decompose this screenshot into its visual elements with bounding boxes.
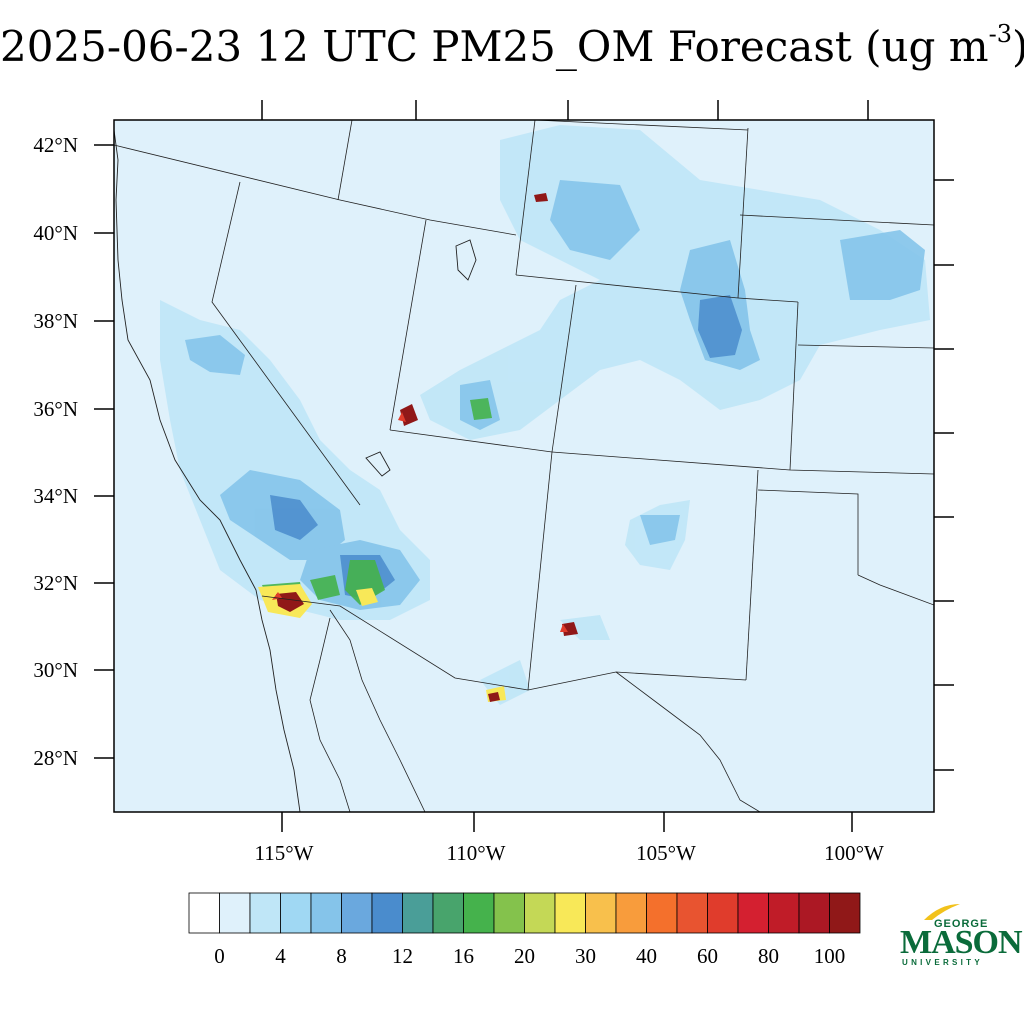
utah-south-border: [389, 429, 553, 453]
colorbar-box: [676, 892, 708, 934]
oregon-california-border: [114, 144, 517, 236]
colorbar-box: [310, 892, 342, 934]
wyoming-south-border: [515, 274, 739, 299]
hotspot-northeast-utah: [534, 193, 548, 202]
logo-george: GEORGE: [934, 918, 989, 930]
colorbar-label: 20: [514, 944, 535, 968]
colorbar-box: [463, 892, 495, 934]
colorbar-label: 100: [814, 944, 846, 968]
wyoming-east-border: [737, 127, 749, 299]
oklahoma-panhandle: [757, 489, 859, 575]
wyoming-west-border: [515, 120, 536, 276]
hotspot-southwest-nm-border: [488, 692, 500, 702]
colorbar-labels: 0 4 8 12 16 20 30 40 60 80 100: [214, 944, 845, 968]
colorbar-box: [585, 892, 617, 934]
lon-label: 105°W: [636, 841, 696, 865]
lake-mead: [365, 451, 391, 477]
colorbar-label: 0: [214, 944, 225, 968]
colorbar-box: [524, 892, 556, 934]
california-nevada-border: [211, 181, 361, 506]
logo-university: UNIVERSITY: [902, 958, 984, 967]
new-mexico-west-border: [527, 451, 553, 691]
map-frame: [113, 119, 935, 813]
lon-label: 110°W: [447, 841, 506, 865]
colorbar-box: [768, 892, 800, 934]
lat-label: 28°N: [33, 746, 78, 770]
frame-ticks: [94, 100, 954, 832]
colorbar-box: [249, 892, 281, 934]
montana-south-border: [534, 120, 749, 131]
colorbar-box: [219, 892, 251, 934]
title-close-paren: ): [1012, 22, 1024, 71]
colorbar-label: 12: [392, 944, 413, 968]
lat-label: 34°N: [33, 484, 78, 508]
gulf-of-california-east: [329, 609, 426, 812]
lat-label: 38°N: [33, 309, 78, 333]
hotspots: [276, 193, 578, 702]
colorbar-boxes: [188, 892, 861, 934]
idaho-wyoming-border: [337, 120, 353, 201]
hotspot-southern-new-mexico: [562, 622, 578, 636]
new-mexico-east-border: [745, 469, 759, 681]
colorbar-label: 80: [758, 944, 779, 968]
state-boundaries: [114, 120, 934, 812]
lat-label: 30°N: [33, 658, 78, 682]
lon-label: 100°W: [824, 841, 884, 865]
gulf-of-california-west: [309, 617, 351, 812]
colorbar-box: [188, 892, 220, 934]
longitude-labels: 115°W 110°W 105°W 100°W: [255, 841, 885, 865]
lat-label: 36°N: [33, 397, 78, 421]
lat-label: 32°N: [33, 571, 78, 595]
lat-label: 42°N: [33, 133, 78, 157]
colorbar-box: [646, 892, 678, 934]
colorbar-box: [737, 892, 769, 934]
colorado-east-border: [789, 301, 799, 471]
pacific-coastline: [114, 129, 301, 812]
colorbar-box: [341, 892, 373, 934]
map-title: 2025-06-23 12 UTC PM25_OM Forecast (ug m…: [0, 20, 1024, 71]
lat-label: 40°N: [33, 221, 78, 245]
logo-mason: MASON: [900, 924, 1023, 961]
colorbar-box: [402, 892, 434, 934]
colorbar-box: [371, 892, 403, 934]
colorbar-box: [707, 892, 739, 934]
colorbar-label: 16: [453, 944, 474, 968]
coastline: [114, 129, 477, 812]
concentration-field: [114, 120, 934, 812]
nevada-east-border: [389, 219, 427, 431]
colorbar-label: 40: [636, 944, 657, 968]
colorbar-box: [280, 892, 312, 934]
colorbar-label: 8: [336, 944, 347, 968]
great-salt-lake: [455, 239, 477, 281]
logo-swoosh-icon: [924, 904, 960, 920]
colorbar-box: [829, 892, 861, 934]
hotspot-baja-border: [276, 592, 304, 612]
colorbar-label: 60: [697, 944, 718, 968]
kansas-nebraska-border: [797, 344, 934, 349]
latitude-labels: 42°N 40°N 38°N 36°N 34°N 32°N 30°N 28°N: [33, 133, 78, 770]
lon-label: 115°W: [255, 841, 314, 865]
arizona-mexico-border: [261, 595, 529, 691]
colorbar-label: 30: [575, 944, 596, 968]
nebraska-north-border: [739, 214, 934, 226]
texas-mexico-border: [615, 671, 761, 812]
colorado-south-border: [551, 451, 934, 475]
colorado-north-border: [737, 297, 799, 303]
utah-east-border: [551, 284, 577, 453]
colorbar-box: [493, 892, 525, 934]
colorbar-box: [554, 892, 586, 934]
colorbar-box: [432, 892, 464, 934]
colorbar-box: [615, 892, 647, 934]
colorbar-box: [798, 892, 830, 934]
colorbar-label: 4: [275, 944, 286, 968]
texas-east-border: [857, 574, 934, 606]
title-text: 2025-06-23 12 UTC PM25_OM Forecast (ug m: [0, 22, 989, 71]
title-unit-exponent: -3: [988, 20, 1012, 48]
gmu-logo: GEORGE MASON UNIVERSITY: [896, 898, 1023, 970]
